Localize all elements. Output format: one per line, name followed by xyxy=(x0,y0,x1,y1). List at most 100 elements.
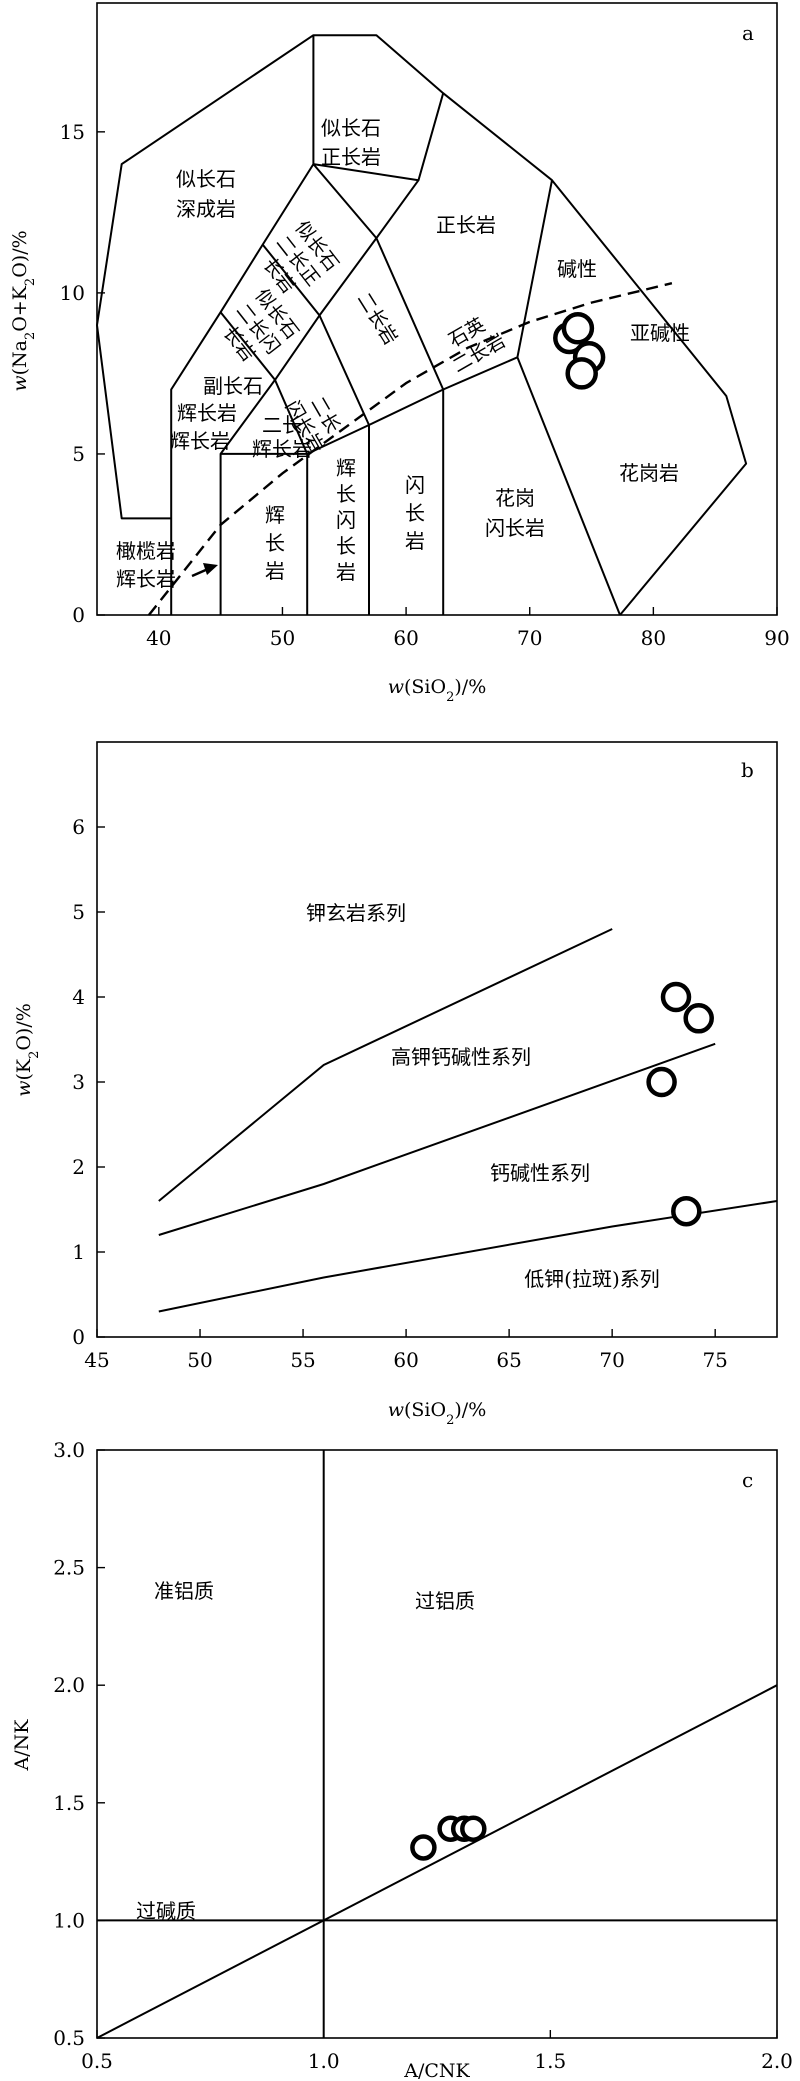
x-tick-label: 70 xyxy=(517,626,542,650)
field-peralkaline: 过碱质 xyxy=(136,1899,196,1923)
field-peraluminous: 过铝质 xyxy=(415,1589,475,1613)
x-tick-label: 65 xyxy=(496,1348,521,1372)
field-foid-gabbro-1: 副长石 xyxy=(203,374,263,398)
field-gabbroic-diorite-3: 闪 xyxy=(336,508,356,532)
sample-point xyxy=(646,1066,677,1098)
field-foid-gabbro-2: 辉长岩 xyxy=(177,401,237,425)
y-tick-label: 1.0 xyxy=(53,1908,85,1932)
field-gabbro-1: 辉 xyxy=(265,503,285,527)
field-diorite-2: 长 xyxy=(405,501,425,525)
panel-b-xlabel: w(SiO2)/% xyxy=(388,1399,487,1428)
field-monzonite: 二长岩 xyxy=(353,289,402,349)
field-foid-gabbro-3: 辉长岩 xyxy=(170,429,230,453)
x-tick-label: 1.5 xyxy=(534,2049,566,2073)
x-tick-label: 80 xyxy=(641,626,666,650)
field-monzogabbro-1: 二长 xyxy=(262,413,302,437)
field-syenite: 正长岩 xyxy=(436,213,496,237)
x-tick-label: 45 xyxy=(84,1348,109,1372)
field-peridot-gabbro-2: 辉长岩 xyxy=(116,567,176,591)
panel-a-xlabel: w(SiO2)/% xyxy=(388,676,487,705)
sample-point xyxy=(561,312,595,345)
boundary-line xyxy=(312,163,445,615)
field-granodiorite-1: 花岗 xyxy=(495,486,535,510)
alkaline-divide-line xyxy=(147,282,673,616)
series-high-k: 高钾钙碱性系列 xyxy=(391,1045,531,1069)
sample-point xyxy=(565,357,598,390)
tas-rotated-labels: 似长石 二长正 长岩 似长石 二长闪 长岩 二长岩 石英 二长岩 二长 闪长岩 xyxy=(219,217,510,457)
sample-point xyxy=(660,981,692,1013)
y-tick-label: 2.0 xyxy=(53,1673,85,1697)
panel-b-frame xyxy=(96,741,778,1338)
field-granite: 花岗岩 xyxy=(619,461,679,485)
arrow-icon xyxy=(191,563,218,578)
series-calc-alkaline: 钙碱性系列 xyxy=(490,1161,590,1185)
x-tick-label: 50 xyxy=(270,626,295,650)
y-tick-label: 2 xyxy=(72,1155,85,1179)
field-gabbroic-diorite-2: 长 xyxy=(336,482,356,506)
y-tick-label: 10 xyxy=(60,281,85,305)
x-tick-label: 40 xyxy=(146,626,171,650)
acnk-ank-diagram: c 0.5 1.0 1.5 2.0 0.5 1.0 1.5 2.0 2.5 3.0 准铝质 过铝质… xyxy=(11,1438,793,2081)
field-foid-syenite-1: 似长石 xyxy=(321,116,381,140)
series-labels: 钾玄岩系列 高钾钙碱性系列 钙碱性系列 低钾(拉斑)系列 xyxy=(306,901,660,1291)
boundary-line xyxy=(261,243,370,615)
series-shoshonite: 钾玄岩系列 xyxy=(306,901,406,925)
tas-field-labels: 似长石 正长岩 似长石 深成岩 正长岩 碱性 亚碱性 花岗岩 副长石 辉长岩 辉… xyxy=(116,116,690,591)
y-tick-label: 1.5 xyxy=(53,1791,85,1815)
boundary-line xyxy=(219,311,309,615)
aluminosity-labels: 准铝质 过铝质 过碱质 xyxy=(136,1579,475,1923)
field-foidolite-2: 深成岩 xyxy=(176,197,236,221)
panel-c-xlabel: A/CNK xyxy=(403,2060,470,2081)
field-foid-syenite-2: 正长岩 xyxy=(321,145,381,169)
panel-c-frame xyxy=(96,1449,778,2039)
x-tick-label: 75 xyxy=(702,1348,727,1372)
panel-c-label: c xyxy=(742,1468,753,1492)
panel-b-label: b xyxy=(741,758,754,782)
y-tick-label: 6 xyxy=(72,815,85,839)
field-metaluminous: 准铝质 xyxy=(154,1579,214,1603)
sample-point xyxy=(671,1195,702,1227)
boundary-line xyxy=(516,356,621,616)
x-tick-label: 2.0 xyxy=(761,2049,793,2073)
y-tick-label: 4 xyxy=(72,985,85,1009)
field-peridot-gabbro-1: 橄榄岩 xyxy=(116,539,176,563)
y-tick-label: 0.5 xyxy=(53,2026,85,2050)
field-granodiorite-2: 闪长岩 xyxy=(485,516,545,540)
sample-point xyxy=(410,1834,437,1861)
x-tick-label: 0.5 xyxy=(81,2049,113,2073)
x-tick-label: 50 xyxy=(187,1348,212,1372)
x-tick-label: 70 xyxy=(599,1348,624,1372)
y-tick-label: 5 xyxy=(72,442,85,466)
panel-a-frame xyxy=(96,2,778,616)
x-tick-label: 90 xyxy=(764,626,789,650)
field-gabbroic-diorite-4: 长 xyxy=(336,534,356,558)
field-foidolite-1: 似长石 xyxy=(176,167,236,191)
panel-c-ylabel: A/NK xyxy=(11,1719,33,1772)
panel-a-ylabel: w(Na2O+K2O)/% xyxy=(9,230,38,391)
boundary-line xyxy=(96,1684,778,2039)
field-gabbroic-diorite-1: 辉 xyxy=(336,456,356,480)
series-low-k: 低钾(拉斑)系列 xyxy=(524,1267,660,1291)
sample-point xyxy=(460,1815,487,1842)
x-tick-label: 60 xyxy=(393,1348,418,1372)
boundary-line xyxy=(96,34,314,520)
y-tick-label: 3 xyxy=(72,1070,85,1094)
field-gabbroic-diorite-5: 岩 xyxy=(336,560,356,584)
y-tick-label: 15 xyxy=(60,120,85,144)
field-subalkaline: 亚碱性 xyxy=(630,321,690,345)
y-tick-label: 0 xyxy=(72,1325,85,1349)
y-tick-label: 5 xyxy=(72,900,85,924)
boundary-line xyxy=(313,163,419,182)
field-diorite-3: 岩 xyxy=(405,529,425,553)
sample-point xyxy=(683,1003,714,1034)
field-gabbro-2: 长 xyxy=(265,531,285,555)
y-tick-label: 3.0 xyxy=(53,1438,85,1462)
boundary-line xyxy=(158,928,613,1202)
x-tick-label: 60 xyxy=(393,626,418,650)
field-gabbro-3: 岩 xyxy=(265,559,285,583)
y-tick-label: 0 xyxy=(72,603,85,627)
x-tick-label: 1.0 xyxy=(308,2049,340,2073)
panel-b-ylabel: w(K2O)/% xyxy=(13,1003,42,1097)
